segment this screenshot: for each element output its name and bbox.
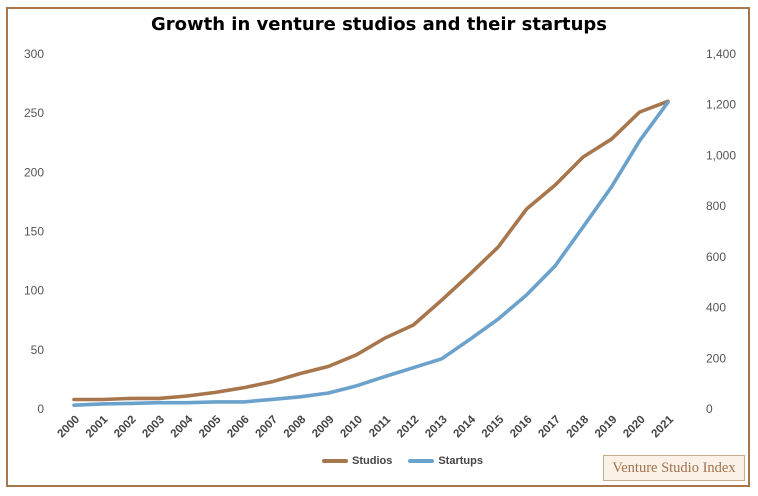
chart-title: Growth in venture studios and their star… <box>150 14 608 35</box>
x-tick-label: 2011 <box>367 413 394 440</box>
y-right-tick-label: 200 <box>706 351 726 365</box>
y-left-tick-label: 0 <box>37 402 44 416</box>
y-right-tick-label: 600 <box>706 250 726 264</box>
x-tick-label: 2007 <box>254 414 281 441</box>
chart-lines <box>72 99 670 407</box>
x-tick-label: 2021 <box>650 413 677 440</box>
x-tick-label: 2001 <box>84 413 111 440</box>
chart-frame <box>6 7 750 487</box>
x-tick-label: 2012 <box>395 414 422 441</box>
y-right-tick-label: 1,000 <box>706 148 736 162</box>
x-tick-label: 2020 <box>621 414 648 441</box>
x-tick-label: 2015 <box>480 413 507 440</box>
y-right-tick-label: 400 <box>706 301 726 315</box>
x-tick-label: 2004 <box>169 413 196 440</box>
series-line-startups <box>72 100 670 407</box>
y-right-tick-label: 1,200 <box>706 98 736 112</box>
x-tick-label: 2000 <box>56 414 83 441</box>
y-left-tick-label: 50 <box>31 343 45 357</box>
x-tick-label: 2014 <box>452 413 479 440</box>
y-right-tick-label: 800 <box>706 199 726 213</box>
legend-label-studios: Studios <box>352 455 393 467</box>
x-tick-label: 2006 <box>225 414 252 441</box>
legend-label-startups: Startups <box>438 455 483 467</box>
y-left-tick-label: 150 <box>24 225 44 239</box>
chart-legend: Studios Startups <box>322 455 483 467</box>
x-tick-label: 2009 <box>310 414 337 441</box>
x-tick-label: 2010 <box>338 414 365 441</box>
watermark-label: Venture Studio Index <box>603 455 745 481</box>
x-tick-label: 2005 <box>197 413 224 440</box>
y-left-tick-label: 250 <box>24 106 44 120</box>
x-tick-label: 2002 <box>112 414 139 441</box>
y-right-tick-label: 1,400 <box>706 47 736 61</box>
legend-swatch-startups <box>408 459 435 463</box>
x-tick-label: 2018 <box>565 413 592 440</box>
y-left-tick-label: 100 <box>24 284 44 298</box>
y-left-tick-label: 300 <box>24 47 44 61</box>
x-tick-label: 2017 <box>536 414 563 441</box>
legend-swatch-studios <box>322 459 348 463</box>
chart-axes: 0 50 100 150 200 250 300 0 200 400 600 800 1,000 1,20… <box>24 47 736 440</box>
series-line-studios <box>72 99 670 402</box>
x-tick-label: 2016 <box>508 414 535 441</box>
x-tick-label: 2008 <box>282 413 309 440</box>
x-tick-label: 2013 <box>423 414 450 441</box>
legend-item-studios: Studios <box>322 455 392 467</box>
y-left-tick-label: 200 <box>24 165 44 179</box>
legend-item-startups: Startups <box>408 455 483 467</box>
x-tick-label: 2019 <box>593 414 620 441</box>
x-tick-label: 2003 <box>140 414 167 441</box>
y-right-tick-label: 0 <box>706 402 713 416</box>
